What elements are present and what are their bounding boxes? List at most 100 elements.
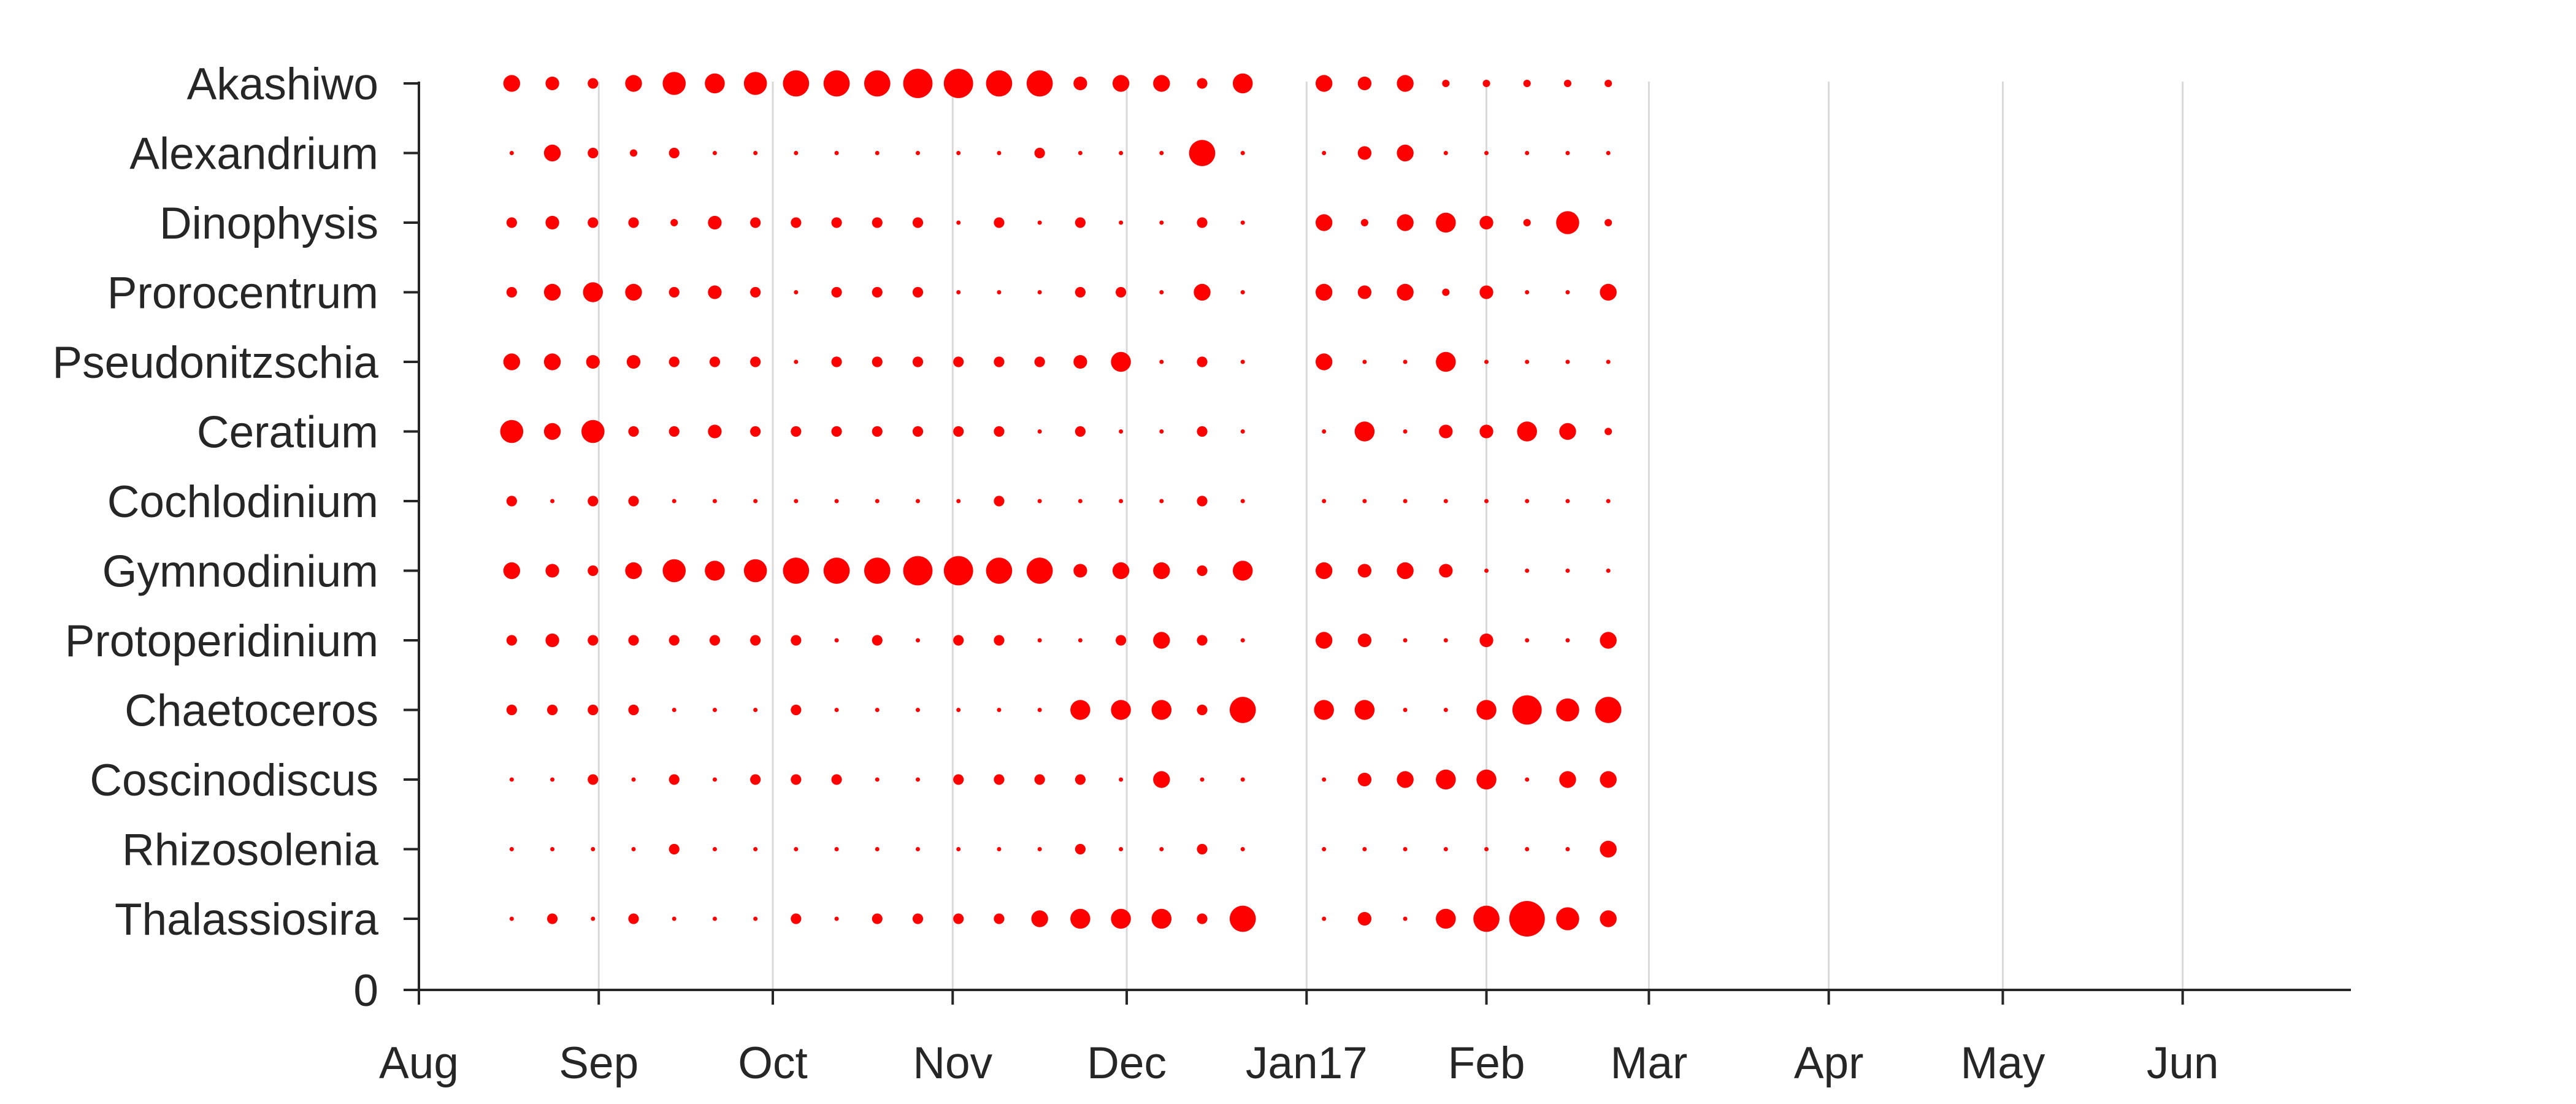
- y-tick-label-ceratium: Ceratium: [197, 408, 378, 458]
- data-point-prorocentrum-23: [1479, 285, 1493, 299]
- data-point-pseudonitzschia-13: [1034, 356, 1045, 367]
- data-point-rhizosolenia-2: [591, 847, 596, 851]
- data-point-rhizosolenia-20: [1362, 847, 1367, 851]
- y-tick-label-dinophysis: Dinophysis: [159, 199, 378, 248]
- data-point-prorocentrum-2: [583, 282, 604, 302]
- data-point-akashiwo-15: [1112, 75, 1130, 92]
- data-point-prorocentrum-12: [997, 290, 1002, 294]
- data-point-rhizosolenia-10: [916, 847, 921, 851]
- data-point-alexandrium-23: [1484, 151, 1489, 155]
- data-point-chaetoceros-7: [791, 704, 802, 716]
- data-point-thalassiosira-0: [509, 916, 514, 921]
- data-point-coscinodiscus-14: [1075, 774, 1086, 785]
- x-tick-label-dec: Dec: [1087, 1038, 1167, 1088]
- tick-labels: Aug Sep Oct Nov Dec Jan17 Feb Mar Apr May Jun 0 Akas…: [52, 59, 2218, 1088]
- y-tick-label-akashiwo: Akashiwo: [187, 59, 378, 109]
- data-point-prorocentrum-19: [1315, 283, 1333, 301]
- data-point-coscinodiscus-10: [916, 777, 921, 782]
- data-point-rhizosolenia-0: [509, 847, 514, 851]
- data-point-dinophysis-10: [912, 217, 924, 228]
- data-point-pseudonitzschia-0: [503, 353, 521, 370]
- data-point-cochlodinium-19: [1322, 499, 1327, 504]
- data-point-alexandrium-11: [956, 151, 961, 155]
- data-point-coscinodiscus-4: [669, 774, 680, 785]
- data-point-ceratium-20: [1354, 421, 1375, 442]
- data-point-coscinodiscus-7: [791, 774, 802, 785]
- data-point-dinophysis-9: [872, 217, 883, 228]
- data-point-prorocentrum-6: [750, 286, 761, 298]
- data-point-akashiwo-12: [986, 70, 1013, 97]
- data-point-gymnodinium-7: [783, 558, 810, 584]
- data-point-cochlodinium-20: [1362, 499, 1367, 504]
- data-point-akashiwo-23: [1482, 79, 1490, 88]
- data-point-ceratium-26: [1604, 427, 1612, 435]
- data-point-protoperidinium-6: [750, 635, 761, 646]
- data-point-gymnodinium-10: [903, 556, 933, 586]
- data-point-dinophysis-0: [506, 217, 517, 228]
- data-point-thalassiosira-7: [791, 913, 802, 924]
- data-point-pseudonitzschia-19: [1315, 353, 1333, 370]
- data-point-akashiwo-17: [1197, 78, 1208, 89]
- data-point-thalassiosira-3: [628, 913, 639, 924]
- data-point-gymnodinium-23: [1484, 569, 1489, 573]
- data-point-pseudonitzschia-3: [626, 355, 641, 369]
- data-point-protoperidinium-11: [953, 635, 964, 646]
- data-point-prorocentrum-25: [1565, 290, 1570, 294]
- data-point-gymnodinium-2: [588, 565, 599, 577]
- data-point-chaetoceros-5: [712, 708, 717, 712]
- data-point-ceratium-24: [1517, 421, 1538, 442]
- data-point-coscinodiscus-26: [1600, 771, 1617, 788]
- data-point-coscinodiscus-19: [1322, 777, 1327, 782]
- data-point-rhizosolenia-15: [1119, 847, 1124, 851]
- data-point-ceratium-23: [1479, 424, 1493, 439]
- data-point-prorocentrum-1: [543, 283, 561, 301]
- data-point-dinophysis-18: [1240, 220, 1245, 225]
- data-point-alexandrium-19: [1322, 151, 1327, 155]
- data-point-gymnodinium-8: [823, 558, 850, 584]
- data-point-akashiwo-5: [705, 73, 725, 94]
- data-point-rhizosolenia-17: [1197, 843, 1208, 855]
- data-point-prorocentrum-21: [1397, 283, 1414, 301]
- data-point-prorocentrum-0: [506, 286, 517, 298]
- data-point-thalassiosira-19: [1322, 916, 1327, 921]
- data-point-chaetoceros-26: [1595, 697, 1622, 723]
- data-point-cochlodinium-3: [628, 496, 639, 507]
- data-point-pseudonitzschia-1: [543, 353, 561, 370]
- data-point-ceratium-16: [1159, 429, 1164, 434]
- data-point-akashiwo-22: [1442, 79, 1450, 88]
- data-point-protoperidinium-16: [1153, 632, 1170, 649]
- y-tick-label-coscinodiscus: Coscinodiscus: [90, 756, 378, 805]
- data-point-chaetoceros-16: [1151, 700, 1172, 720]
- data-point-thalassiosira-1: [546, 913, 558, 924]
- data-point-pseudonitzschia-22: [1436, 351, 1456, 372]
- data-point-gymnodinium-3: [625, 562, 642, 580]
- data-point-chaetoceros-20: [1354, 700, 1375, 720]
- data-point-cochlodinium-13: [1037, 499, 1042, 504]
- gridlines: [597, 82, 2184, 990]
- data-point-gymnodinium-0: [503, 562, 521, 580]
- data-point-dinophysis-13: [1037, 220, 1042, 225]
- data-point-gymnodinium-4: [662, 559, 686, 583]
- data-point-gymnodinium-11: [943, 556, 973, 586]
- data-point-thalassiosira-2: [591, 916, 596, 921]
- data-point-protoperidinium-7: [791, 635, 802, 646]
- data-point-gymnodinium-17: [1197, 565, 1208, 577]
- data-point-pseudonitzschia-4: [669, 356, 680, 367]
- data-points: [500, 69, 1622, 937]
- data-point-chaetoceros-2: [588, 704, 599, 716]
- x-tick-label-apr: Apr: [1794, 1038, 1864, 1088]
- data-point-dinophysis-22: [1436, 212, 1456, 233]
- data-point-cochlodinium-1: [550, 499, 555, 504]
- data-point-prorocentrum-16: [1159, 290, 1164, 294]
- data-point-protoperidinium-5: [709, 635, 721, 646]
- data-point-chaetoceros-17: [1197, 704, 1208, 716]
- data-point-alexandrium-18: [1240, 151, 1245, 155]
- data-point-ceratium-13: [1037, 429, 1042, 434]
- data-point-dinophysis-1: [545, 215, 559, 230]
- data-point-alexandrium-16: [1159, 151, 1164, 155]
- data-point-coscinodiscus-3: [631, 777, 636, 782]
- data-point-ceratium-2: [581, 420, 605, 443]
- data-point-ceratium-9: [872, 426, 883, 437]
- data-point-rhizosolenia-11: [956, 847, 961, 851]
